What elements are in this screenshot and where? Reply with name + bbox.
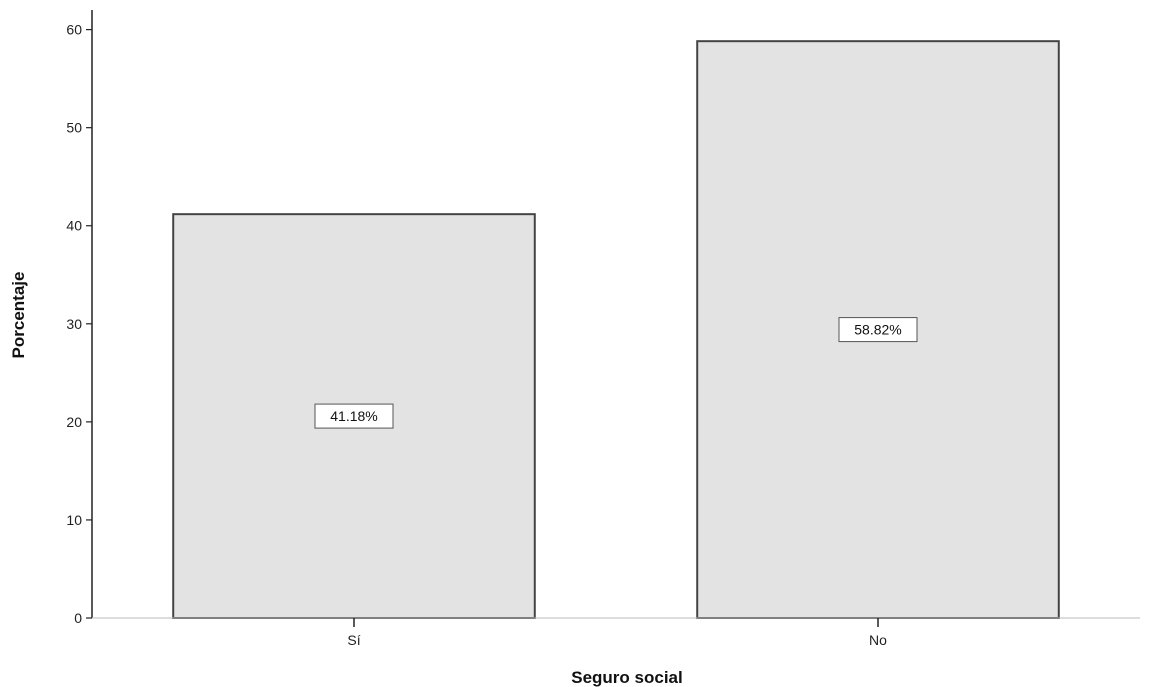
y-tick-label-0: 0 — [74, 610, 82, 626]
data-label-box-1 — [838, 317, 918, 343]
x-axis: Sí No — [92, 617, 1140, 648]
data-label-1: 58.82% — [854, 322, 901, 338]
y-tick-label-4: 40 — [66, 218, 82, 234]
y-tick-label-5: 50 — [66, 120, 82, 136]
x-axis-title: Seguro social — [571, 668, 682, 687]
y-tick-label-6: 60 — [66, 22, 82, 38]
data-label-box-0 — [314, 403, 394, 429]
y-axis-title: Porcentaje — [9, 272, 28, 359]
data-label-0: 41.18% — [330, 408, 377, 424]
bars-group — [172, 40, 1060, 620]
data-labels-group: 41.18% 58.82% — [314, 317, 918, 429]
y-axis: 0 10 20 30 40 50 60 — [66, 10, 93, 626]
y-tick-label-1: 10 — [66, 512, 82, 528]
x-tick-label-0: Sí — [347, 632, 360, 648]
x-tick-label-1: No — [869, 632, 887, 648]
y-tick-label-2: 20 — [66, 414, 82, 430]
y-tick-label-3: 30 — [66, 316, 82, 332]
